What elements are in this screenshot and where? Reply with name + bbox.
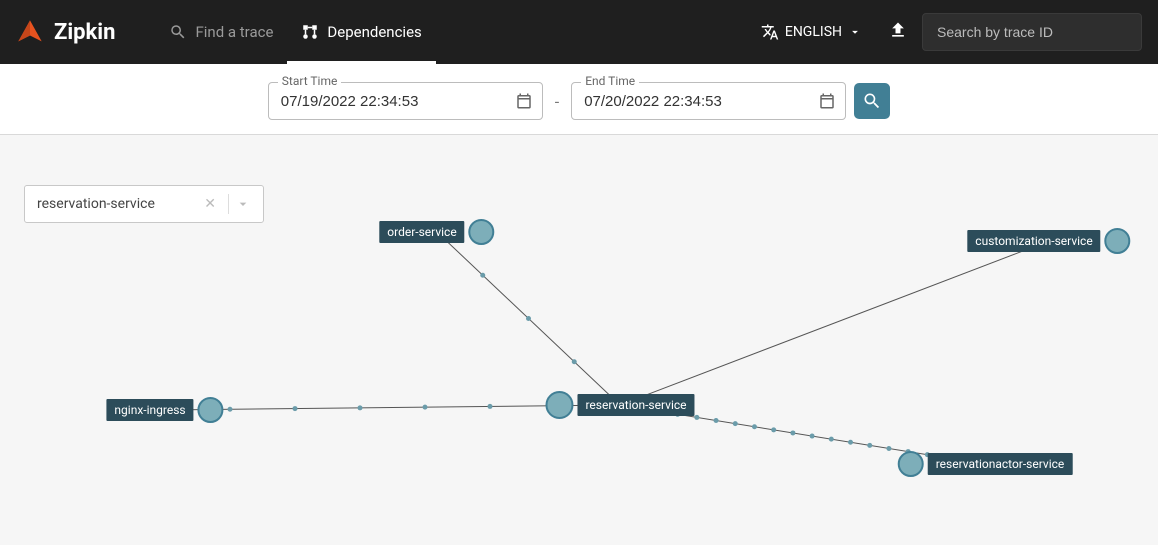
graph-edges — [0, 135, 1158, 545]
time-toolbar: Start Time - End Time — [0, 64, 1158, 135]
calendar-icon[interactable] — [515, 92, 533, 110]
nav-deps-label: Dependencies — [327, 23, 421, 41]
dependency-graph[interactable]: reservation-service ✕ nginx-ingressorder… — [0, 135, 1158, 545]
calendar-icon[interactable] — [818, 92, 836, 110]
logo-icon — [16, 18, 44, 46]
start-time-field: Start Time — [268, 82, 543, 120]
node-label: reservation-service — [577, 394, 694, 416]
graph-node-reservation-service[interactable]: reservation-service — [545, 391, 694, 419]
node-circle[interactable] — [898, 451, 924, 477]
language-selector[interactable]: ENGLISH — [749, 23, 874, 41]
chevron-down-icon — [848, 25, 862, 39]
upload-button[interactable] — [874, 20, 922, 44]
brand-text: Zipkin — [54, 20, 115, 45]
upload-icon — [888, 20, 908, 40]
language-label: ENGLISH — [785, 24, 842, 40]
nav-find-label: Find a trace — [195, 23, 273, 41]
node-circle[interactable] — [469, 219, 495, 245]
range-dash: - — [551, 92, 563, 111]
topbar: Zipkin Find a trace Dependencies ENGLISH — [0, 0, 1158, 64]
node-label: order-service — [379, 221, 464, 243]
graph-node-reservationactor-service[interactable]: reservationactor-service — [898, 451, 1073, 477]
node-circle[interactable] — [545, 391, 573, 419]
end-time-field: End Time — [571, 82, 846, 120]
search-icon — [169, 23, 187, 41]
graph-node-order-service[interactable]: order-service — [379, 219, 494, 245]
end-time-label: End Time — [581, 74, 639, 88]
graph-node-customization-service[interactable]: customization-service — [967, 228, 1130, 254]
node-label: reservationactor-service — [928, 453, 1073, 475]
search-trace-input[interactable] — [922, 13, 1142, 51]
graph-node-nginx-ingress[interactable]: nginx-ingress — [106, 397, 223, 423]
brand[interactable]: Zipkin — [16, 18, 115, 46]
translate-icon — [761, 23, 779, 41]
node-circle[interactable] — [1105, 228, 1131, 254]
nav-dependencies[interactable]: Dependencies — [287, 0, 435, 64]
start-time-label: Start Time — [278, 74, 342, 88]
nav-find-trace[interactable]: Find a trace — [155, 0, 287, 64]
node-label: customization-service — [967, 230, 1100, 252]
search-icon — [862, 91, 882, 111]
run-query-button[interactable] — [854, 83, 890, 119]
node-circle[interactable] — [198, 397, 224, 423]
dependencies-icon — [301, 23, 319, 41]
node-label: nginx-ingress — [106, 399, 193, 421]
